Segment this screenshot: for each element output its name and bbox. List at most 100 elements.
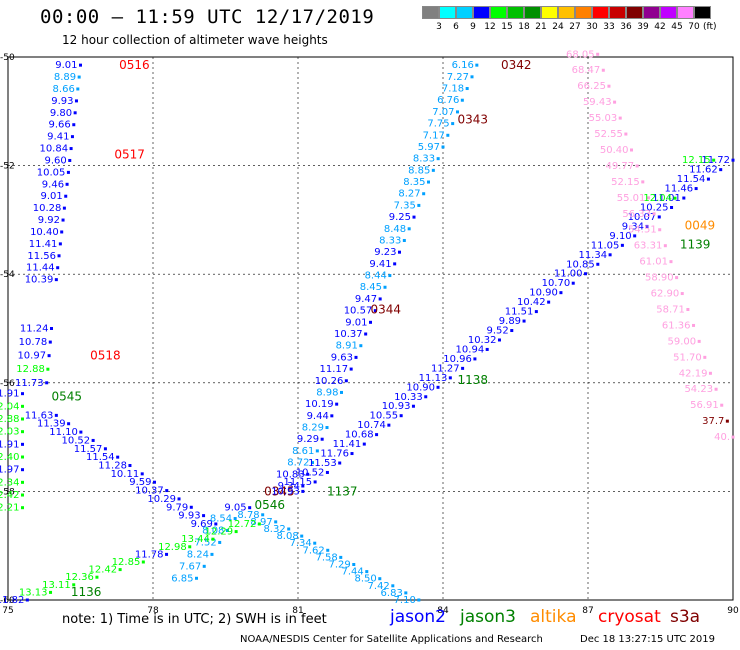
swh-value-label: 52.15 [611,177,640,188]
color-scale-tick: 24 [552,22,564,32]
time-label: 0343 [458,112,489,126]
swh-value-label: 9.52 [487,326,509,337]
swh-value-label: 55.03 [589,113,618,124]
swh-value-label: 11.57 [74,444,103,455]
swh-value-label: 10.42 [517,297,546,308]
swh-point-marker [76,87,80,91]
swh-value-label: 9.10 [609,231,631,242]
swh-value-label: 11.34 [578,250,607,261]
swh-value-label: 7.29 [329,559,351,570]
swh-point-marker [202,564,206,568]
swh-value-label: 42.19 [679,368,708,379]
swh-value-label: 68.47 [572,65,601,76]
swh-point-marker [62,206,66,210]
swh-value-label: 56.91 [690,400,719,411]
swh-point-marker [338,461,342,465]
swh-point-marker [436,385,440,389]
swh-value-label: 11.46 [664,184,693,195]
swh-value-label: 7.18 [442,84,464,95]
time-label: 1137 [327,484,358,498]
swh-point-marker [54,413,58,417]
y-tick-label: -54 [0,270,15,280]
swh-value-label: 11.91 [0,439,20,450]
swh-value-label: 10.37 [135,486,164,497]
swh-point-marker [402,238,406,242]
swh-point-marker [412,215,416,219]
swh-value-label: 52.55 [594,129,623,140]
color-swatch [473,6,490,19]
swh-value-label: 9.41 [369,259,391,270]
swh-point-marker [152,480,156,484]
swh-value-label: 7.67 [179,561,201,572]
legend-altika: altika [530,607,577,627]
swh-value-label: 10.32 [468,335,497,346]
swh-value-label: 8.91 [336,341,358,352]
swh-point-marker [680,292,684,296]
y-tick-label: -58 [0,487,15,497]
swh-point-marker [335,402,339,406]
swh-point-marker [118,568,122,572]
swh-value-label: 12.04 [643,193,672,204]
swh-value-label: 10.97 [17,351,46,362]
swh-value-label: 9.69 [191,519,213,530]
swh-point-marker [456,110,459,114]
swh-point-marker [349,367,353,371]
swh-point-marker [45,381,49,385]
swh-point-marker [128,464,132,468]
swh-value-label: 8.48 [384,224,406,235]
swh-point-marker [339,555,343,559]
legend-jason3: jason3 [460,607,516,627]
swh-value-label: 51.70 [673,352,702,363]
color-scale-tick: 6 [453,22,459,32]
swh-point-marker [378,577,382,581]
swh-value-label: 10.52 [62,435,91,446]
swh-point-marker [325,470,329,474]
swh-point-marker [399,414,403,418]
color-swatch [694,6,711,19]
swh-value-label: 9.01 [55,60,77,71]
color-swatch [643,6,660,19]
swh-value-label: 10.40 [30,227,59,238]
swh-point-marker [441,145,445,149]
swh-point-marker [21,480,24,484]
swh-value-label: 9.44 [307,411,329,422]
swh-value-label: 8.89 [54,72,76,83]
swh-value-label: 8.33 [379,235,401,246]
swh-point-marker [485,347,489,351]
swh-point-marker [69,147,73,151]
swh-value-label: 10.90 [529,288,558,299]
swh-value-label: 10.28 [33,203,62,214]
swh-point-marker [21,404,24,408]
swh-point-marker [725,419,729,423]
swh-point-marker [73,111,77,115]
swh-value-label: 11.63 [25,410,54,421]
generated-timestamp: Dec 18 13:27:15 UTC 2019 [580,634,715,645]
swh-value-label: 10.78 [19,337,48,348]
swh-value-label: 11.91 [0,389,20,400]
swh-value-label: 11.15 [283,477,312,488]
swh-value-label: 6.76 [437,95,459,106]
color-scale-tick: 15 [501,22,513,32]
color-scale-unit: (ft) [703,22,717,32]
swh-value-label: 8.45 [360,282,382,293]
color-swatch [558,6,575,19]
swh-point-marker [641,180,645,184]
swh-value-label: 8.32 [263,524,285,535]
swh-value-label: 9.66 [49,120,71,131]
swh-value-label: 11.72 [701,155,730,166]
swh-value-label: 10.83 [276,469,305,480]
swh-point-marker [56,266,60,270]
color-scale-tick: 30 [586,22,598,32]
swh-point-marker [596,52,600,56]
color-scale-labels: 3 6 9 12 15 18 21 24 27 30 33 36 39 42 45 70 [422,22,740,34]
swh-value-label: 10.39 [25,275,54,286]
swh-point-marker [417,598,421,602]
swh-point-marker [446,133,450,137]
color-swatch [541,6,558,19]
swh-point-marker [64,194,68,198]
swh-point-marker [411,404,415,408]
swh-point-marker [79,430,83,434]
color-swatch [490,6,507,19]
legend-cryosat: cryosat [598,607,661,627]
plot-frame [7,56,734,601]
